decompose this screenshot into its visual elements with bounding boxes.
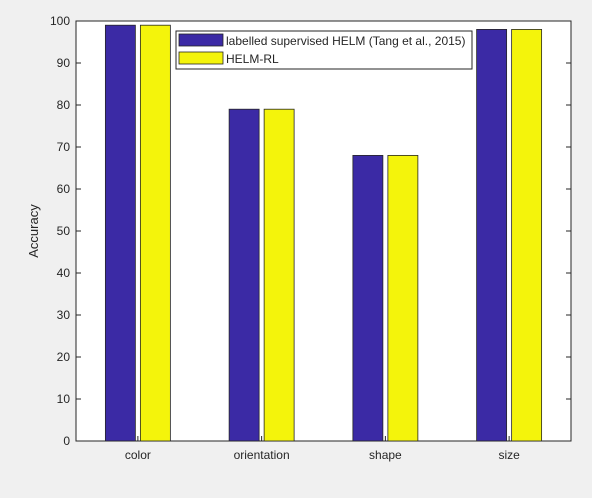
bars-layer (104, 24, 543, 442)
y-tick-label-40: 40 (57, 266, 71, 280)
legend-swatch-series-2 (178, 51, 224, 65)
bar-orientation-series-1 (228, 108, 260, 442)
y-tick-label-100: 100 (50, 14, 70, 28)
bar-shape-series-2 (387, 154, 419, 442)
bar-shape-series-1 (352, 154, 384, 442)
y-axis-label: Accuracy (26, 204, 41, 258)
y-tick-label-50: 50 (57, 224, 71, 238)
bar-color-series-1 (104, 24, 136, 442)
y-tick-label-90: 90 (57, 56, 71, 70)
y-tick-label-80: 80 (57, 98, 71, 112)
legend: labelled supervised HELM (Tang et al., 2… (175, 30, 473, 70)
bar-size-series-2 (511, 28, 543, 442)
x-tick-label-color: color (125, 448, 151, 462)
legend-label-series-2: HELM-RL (226, 52, 279, 66)
x-tick-label-orientation: orientation (234, 448, 290, 462)
legend-swatch-series-1 (178, 33, 224, 47)
legend-label-series-1: labelled supervised HELM (Tang et al., 2… (226, 34, 465, 48)
x-tick-label-shape: shape (369, 448, 402, 462)
bar-orientation-series-2 (263, 108, 295, 442)
ticks-layer: color orientation shape size 0 10 20 30 40 50 60 70… (50, 14, 571, 462)
bar-color-series-2 (139, 24, 171, 442)
y-tick-label-30: 30 (57, 308, 71, 322)
x-tick-label-size: size (498, 448, 520, 462)
y-tick-label-70: 70 (57, 140, 71, 154)
y-tick-label-60: 60 (57, 182, 71, 196)
bar-size-series-1 (476, 28, 508, 442)
y-tick-label-20: 20 (57, 350, 71, 364)
legend-box (175, 30, 473, 70)
y-tick-label-0: 0 (63, 434, 70, 448)
y-tick-label-10: 10 (57, 392, 71, 406)
